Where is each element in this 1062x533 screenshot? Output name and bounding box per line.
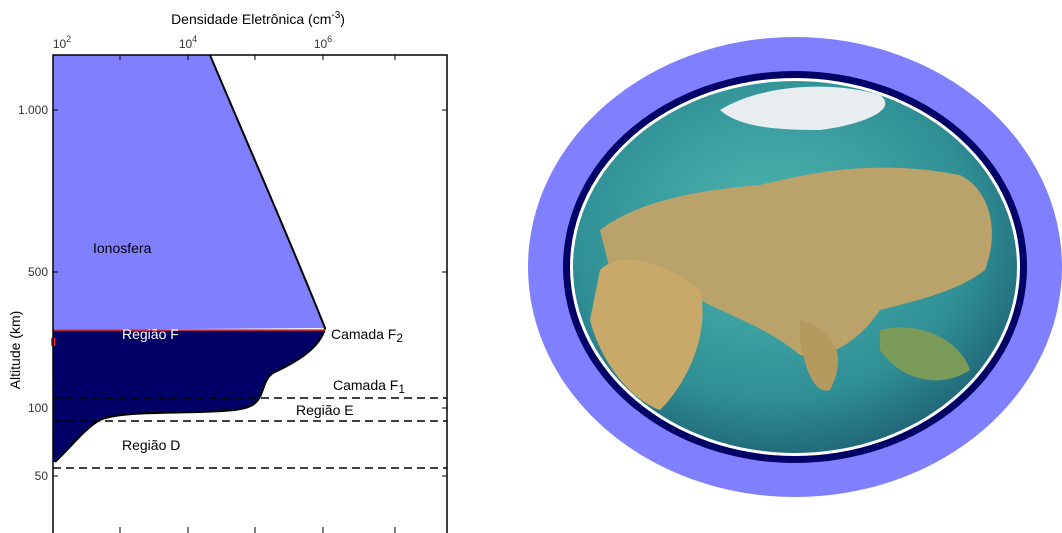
y-tick-label: 50 xyxy=(35,469,49,483)
profile-curve xyxy=(54,54,327,463)
y-tick-label: 1.000 xyxy=(18,103,48,117)
axes-frame xyxy=(52,54,448,533)
globe xyxy=(528,37,1062,497)
ticks xyxy=(53,55,447,533)
y-tick-label: 100 xyxy=(28,401,48,415)
text-part: 4 xyxy=(192,34,197,44)
x-tick-label: 106 xyxy=(314,34,332,51)
label-ionosfera: Ionosfera xyxy=(93,240,152,256)
x-tick-label: 102 xyxy=(53,34,71,51)
text-part: 6 xyxy=(327,34,332,44)
text-part: Densidade Eletrônica (cm xyxy=(171,11,331,27)
text-part: Camada F xyxy=(331,326,396,342)
text-part: 10 xyxy=(314,37,328,51)
label-regiao-f: Região F xyxy=(122,326,179,342)
ionosphere-region xyxy=(53,55,325,330)
x-tick-label: 104 xyxy=(179,34,197,51)
text-part: ) xyxy=(340,11,345,27)
text-part: 10 xyxy=(53,37,67,51)
x-axis-title: Densidade Eletrônica (cm-3) xyxy=(171,10,345,27)
text-part: 1 xyxy=(398,382,405,396)
label-camada-f1: Camada F1 xyxy=(333,377,405,396)
text-part: -3 xyxy=(331,10,340,21)
ionosphere-plot: Densidade Eletrônica (cm-3) 102 104 106 … xyxy=(7,10,448,533)
label-regiao-e: Região E xyxy=(296,402,354,418)
text-part: 10 xyxy=(179,37,193,51)
y-axis-title: Altitude (km) xyxy=(7,311,23,390)
dense-region xyxy=(53,330,325,462)
label-regiao-d: Região D xyxy=(122,437,180,453)
text-part: Camada F xyxy=(333,377,398,393)
text-part: 2 xyxy=(66,34,71,44)
text-part: 2 xyxy=(396,331,403,345)
y-tick-label: 500 xyxy=(28,265,48,279)
label-camada-f2: Camada F2 xyxy=(331,326,403,345)
